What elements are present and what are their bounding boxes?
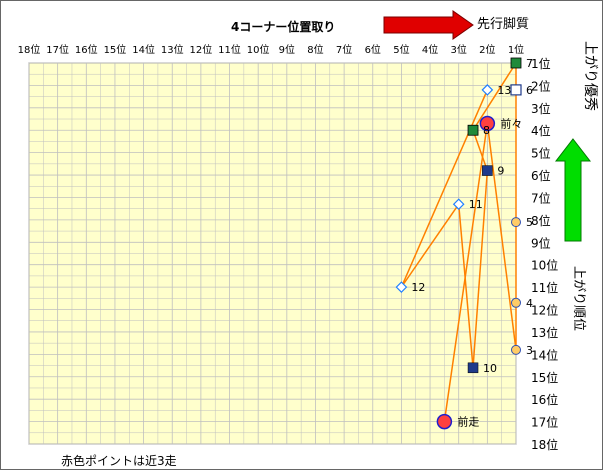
y-tick-label: 7位	[531, 190, 551, 205]
point-label: 13	[497, 84, 511, 97]
x-tick-label: 4位	[422, 43, 438, 56]
top-arrow-label: 先行脚質	[477, 16, 529, 32]
y-tick-label: 13位	[531, 325, 558, 340]
y-tick-label: 15位	[531, 370, 558, 385]
series-line-segment	[400, 89, 489, 288]
y-tick-label: 6位	[531, 168, 551, 183]
x-tick-label: 3位	[451, 43, 467, 56]
point-label: 9	[497, 165, 504, 178]
x-tick-label: 8位	[307, 43, 323, 56]
x-tick-label: 6位	[365, 43, 381, 56]
point-marker-circle	[511, 297, 521, 308]
point-label: 3	[526, 344, 533, 357]
y-tick-label: 10位	[531, 258, 558, 273]
x-tick-label: 10位	[247, 43, 270, 56]
point-marker-diamond	[395, 281, 408, 293]
series-line-segment	[400, 203, 460, 288]
series-line-segment	[486, 123, 517, 350]
point-label: 前々	[500, 117, 522, 131]
y-tick-label: 5位	[531, 146, 551, 161]
series-lines	[400, 62, 517, 422]
x-tick-label: 11位	[218, 43, 241, 56]
x-tick-label: 16位	[75, 43, 98, 56]
x-tick-label: 12位	[190, 43, 213, 56]
x-tick-label: 18位	[18, 43, 41, 56]
x-tick-label: 13位	[161, 43, 184, 56]
point-marker-circle	[511, 217, 521, 228]
y-tick-label: 2位	[531, 78, 551, 93]
series-line-segment	[472, 62, 517, 131]
x-tick-label: 17位	[46, 43, 69, 56]
top-arrow-icon	[383, 10, 474, 40]
point-marker-diamond	[481, 84, 494, 96]
point-label: 8	[483, 124, 490, 137]
series-line-segment	[457, 204, 474, 368]
chart-title: 4コーナー位置取り	[231, 19, 335, 34]
y-tick-labels: 1位 2位 3位 4位 5位 6位 7位 8位 9位 10位 11位 12位 13位 14位 15位 16位 1…	[531, 56, 558, 452]
point-label: 5	[526, 216, 533, 229]
point-marker-diamond	[452, 198, 465, 211]
point-label: 12	[411, 281, 425, 294]
point-label: 7	[526, 57, 533, 70]
x-tick-label: 7位	[336, 43, 352, 56]
point-marker-recent	[479, 115, 496, 132]
x-tick-label: 15位	[104, 43, 127, 56]
point-marker-recent	[436, 413, 453, 430]
right-axis-label: 上がり順位	[571, 266, 586, 331]
x-tick-label: 9位	[279, 43, 295, 56]
point-marker-square	[510, 57, 522, 69]
footnote: 赤色ポイントは近3走	[61, 454, 177, 468]
y-tick-label: 4位	[531, 123, 551, 138]
point-label: 11	[469, 198, 483, 211]
y-tick-label: 1位	[531, 56, 551, 71]
series-line-segment	[472, 129, 489, 171]
y-tick-label: 12位	[531, 303, 558, 318]
x-tick-label: 2位	[479, 43, 495, 56]
series-markers	[395, 57, 522, 430]
point-label: 前走	[457, 415, 479, 429]
y-tick-label: 16位	[531, 392, 558, 407]
y-tick-label: 3位	[531, 101, 551, 116]
point-label: 6	[526, 84, 533, 97]
point-marker-circle	[511, 344, 521, 355]
point-labels: 前走 前々 3 4 5 6 7 8 9 10 11 12 13	[411, 57, 533, 429]
series-line-segment	[443, 123, 489, 422]
right-up-label: 上がり優秀	[582, 41, 598, 111]
y-tick-label: 9位	[531, 235, 551, 250]
y-tick-label: 11位	[531, 280, 558, 295]
y-tick-label: 8位	[531, 213, 551, 228]
x-tick-labels: 18位 17位 16位 15位 14位 13位 12位 11位 10位 9位 8位 7位 6位 5位 4位 3…	[18, 43, 525, 56]
series-line-segment	[472, 170, 489, 368]
point-label: 4	[526, 297, 533, 310]
point-marker-square	[510, 84, 522, 96]
y-tick-label: 17位	[531, 415, 558, 430]
x-tick-label: 14位	[132, 43, 155, 56]
y-tick-label: 14位	[531, 347, 558, 362]
point-label: 10	[483, 362, 497, 375]
y-tick-label: 18位	[531, 437, 558, 452]
x-tick-label: 5位	[393, 43, 409, 56]
point-marker-square	[467, 124, 479, 136]
up-arrow-icon	[554, 138, 592, 242]
point-marker-square	[467, 362, 479, 374]
point-marker-square	[482, 165, 493, 176]
x-tick-label: 1位	[508, 43, 524, 56]
